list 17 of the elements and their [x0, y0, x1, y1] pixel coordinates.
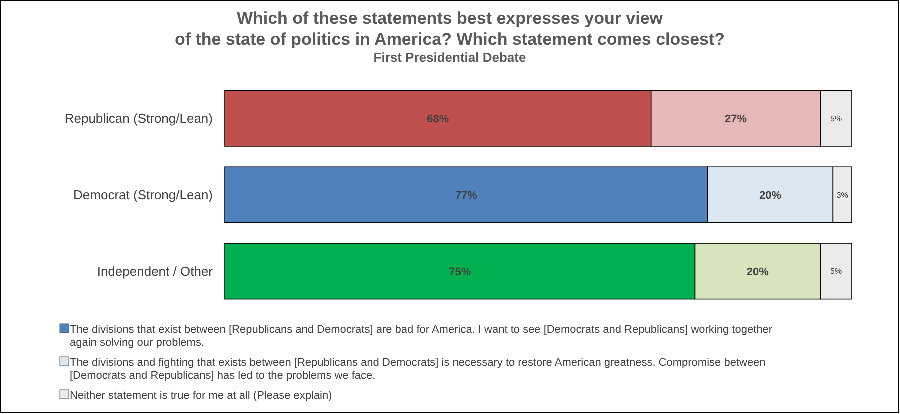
- data-label: 3%: [836, 190, 848, 200]
- data-label: 77%: [455, 190, 478, 202]
- legend-label: The divisions that exist between [Republicans and Democrats] are bad for America. I want to see [Democrats and Republicans] working together again solving our problems.: [70, 324, 773, 349]
- legend-label: Neither statement is true for me at all (Please explain): [70, 390, 332, 402]
- data-label: 68%: [427, 113, 450, 126]
- chart-title: Which of these statements best expresses your view of the state of politics in America? Which statement comes closest?: [174, 9, 726, 49]
- data-label: 5%: [830, 114, 842, 124]
- data-label: 20%: [759, 190, 782, 202]
- data-label: 75%: [449, 266, 472, 278]
- y-tick-label: Democrat (Strong/Lean): [74, 188, 213, 203]
- data-label: 5%: [830, 267, 842, 276]
- data-label: 27%: [724, 113, 748, 126]
- data-label: 20%: [746, 266, 770, 278]
- legend-label: The divisions and fighting that exists between [Republicans and Democrats] is necessary to restore American greatness. Compromise between [Democrats and Republicans] has led to the problems we face.: [70, 357, 766, 382]
- y-tick-label: Republican (Strong/Lean): [64, 111, 213, 126]
- chart-subtitle: First Presidential Debate: [374, 50, 526, 65]
- y-tick-label: Independent / Other: [97, 264, 214, 279]
